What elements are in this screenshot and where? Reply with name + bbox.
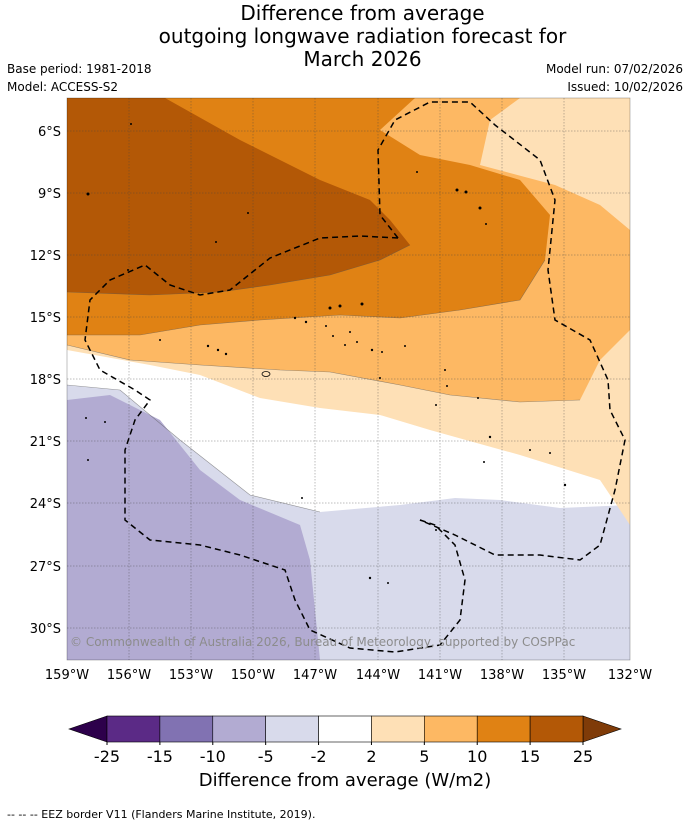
colorbar-title: Difference from average (W/m2)	[198, 770, 492, 791]
colorbar-bin	[318, 715, 372, 743]
map-panel: © Commonwealth of Australia 2026, Bureau…	[67, 98, 630, 660]
island-ring	[261, 371, 271, 377]
colorbar-tick-label: -15	[147, 747, 173, 766]
colorbar: -25 -15 -10 -5 -2 2 5 10 15 25	[68, 715, 622, 766]
colorbar-bins	[106, 715, 584, 743]
colorbar-over-arrow	[582, 715, 622, 743]
colorbar-tick-label: 5	[419, 747, 429, 766]
lat-label: 12°S	[30, 249, 61, 264]
colorbar-tick-label: 15	[520, 747, 540, 766]
lon-label: 153°W	[169, 668, 213, 683]
copyright-notice: © Commonwealth of Australia 2026, Bureau…	[70, 635, 575, 649]
lat-label: 18°S	[30, 373, 61, 388]
lon-label: 159°W	[45, 668, 89, 683]
lon-label: 144°W	[356, 668, 400, 683]
title-line-1: Difference from average	[240, 1, 485, 25]
lat-label: 24°S	[30, 497, 61, 512]
latitude-labels: 6°S 9°S 12°S 15°S 18°S 21°S 24°S 27°S 30…	[30, 125, 61, 637]
colorbar-tick-label: 10	[467, 747, 487, 766]
lat-label: 6°S	[38, 125, 61, 140]
eez-border	[84, 101, 626, 653]
colorbar-under-arrow	[68, 715, 108, 743]
graticule	[67, 98, 630, 660]
lon-label: 135°W	[542, 668, 586, 683]
lat-label: 30°S	[30, 622, 61, 637]
lat-label: 27°S	[30, 560, 61, 575]
colorbar-bin	[106, 715, 161, 743]
lon-label: 156°W	[107, 668, 151, 683]
colorbar-tick-label: 2	[366, 747, 376, 766]
lon-label: 150°W	[231, 668, 275, 683]
colorbar-bin	[371, 715, 425, 743]
run-info: Model run: 07/02/2026 Issued: 10/02/2026	[546, 60, 683, 96]
colorbar-tick-label: -10	[200, 747, 226, 766]
colorbar-bin	[159, 715, 214, 743]
colorbar-tick-label: -5	[258, 747, 274, 766]
eez-legend-note: -- -- -- EEZ border V11 (Flanders Marine…	[7, 808, 316, 821]
band-minus-10-to-minus-5	[67, 395, 320, 660]
lon-label: 141°W	[418, 668, 462, 683]
issued-date: Issued: 10/02/2026	[567, 80, 683, 94]
colorbar-bin	[265, 715, 319, 743]
colorbar-bin	[476, 715, 531, 743]
colorbar-tick-label: 25	[573, 747, 593, 766]
longitude-labels: 159°W 156°W 153°W 150°W 147°W 144°W 141°…	[45, 668, 652, 683]
colorbar-bin	[529, 715, 584, 743]
model-run: Model run: 07/02/2026	[545, 62, 683, 76]
colorbar-tick-label: -2	[311, 747, 327, 766]
lat-label: 15°S	[30, 311, 61, 326]
contour-lines	[67, 244, 581, 513]
lon-label: 147°W	[293, 668, 337, 683]
base-period: Base period: 1981-2018	[7, 62, 152, 76]
lon-label: 138°W	[480, 668, 524, 683]
colorbar-bin	[212, 715, 266, 743]
model-name: Model: ACCESS-S2	[7, 80, 119, 94]
colorbar-tick-label: -25	[94, 747, 120, 766]
lat-label: 9°S	[38, 187, 61, 202]
map-frame	[66, 97, 631, 661]
colorbar-ticks: -25 -15 -10 -5 -2 2 5 10 15 25	[94, 742, 593, 766]
base-info: Base period: 1981-2018 Model: ACCESS-S2	[7, 60, 152, 96]
islands	[85, 123, 567, 584]
chart-title: Difference from average outgoing longwav…	[0, 2, 690, 71]
colorbar-bin	[424, 715, 478, 743]
band-15-to-25	[67, 98, 410, 295]
lat-label: 21°S	[30, 435, 61, 450]
lon-label: 132°W	[608, 668, 652, 683]
title-line-3: March 2026	[303, 47, 422, 71]
title-line-2: outgoing longwave radiation forecast for	[158, 24, 567, 48]
